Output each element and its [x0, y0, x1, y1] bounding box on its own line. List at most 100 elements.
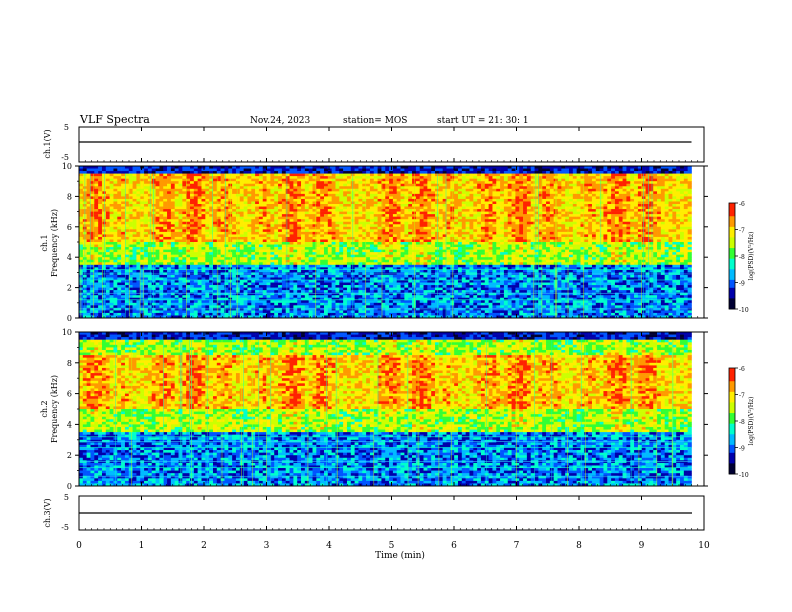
spectrogram-cell — [320, 171, 325, 174]
spectrogram-cell — [266, 252, 271, 255]
spectrogram-cell — [90, 226, 95, 230]
spectrogram-cell — [304, 224, 309, 228]
spectrogram-cell — [385, 216, 390, 220]
spectrogram-cell — [220, 204, 225, 207]
spectrogram-cell — [121, 282, 126, 286]
spectrogram-cell — [121, 181, 126, 185]
spectrogram-cell — [266, 315, 271, 319]
spectrogram-cell — [174, 242, 179, 245]
spectrogram-cell — [247, 269, 252, 273]
spectrogram-cell — [266, 188, 271, 192]
spectrogram-cell — [304, 211, 309, 215]
spectrogram-cell — [163, 300, 168, 304]
spectrogram-cell — [174, 315, 179, 319]
spectrogram-cell — [285, 209, 290, 212]
spectrogram-cell — [201, 280, 206, 283]
spectrogram-cell — [228, 219, 233, 223]
spectrogram-cell — [224, 307, 229, 311]
spectrogram-cell — [392, 239, 398, 243]
spectrogram-cell — [117, 307, 122, 311]
spectrogram-cell — [144, 206, 149, 210]
spectrogram-cell — [278, 297, 283, 301]
spectrogram-cell — [201, 277, 206, 281]
spectrogram-cell — [121, 244, 126, 248]
spectrogram-cell — [297, 226, 302, 230]
spectrogram-cell — [159, 239, 164, 243]
spectrogram-cell — [297, 285, 302, 288]
spectrogram-cell — [132, 249, 137, 253]
spectrogram-cell — [335, 219, 340, 223]
spectrogram-cell — [377, 198, 382, 202]
spectrogram-cell — [235, 310, 241, 314]
spectrogram-cell — [239, 188, 244, 192]
spectrogram-cell — [316, 229, 321, 233]
spectrogram-cell — [308, 242, 313, 245]
spectrogram-cell — [251, 242, 256, 245]
spectrogram-cell — [132, 312, 137, 316]
spectrogram-cell — [212, 249, 218, 253]
spectrogram-cell — [235, 290, 241, 293]
spectrogram-cell — [132, 231, 137, 235]
spectrogram-cell — [346, 214, 352, 217]
spectrogram-cell — [369, 196, 375, 200]
spectrogram-cell — [266, 193, 271, 197]
spectrogram-cell — [346, 307, 352, 311]
spectrogram-cell — [151, 267, 156, 271]
spectrogram-cell — [174, 244, 179, 248]
spectrogram-cell — [392, 310, 398, 314]
spectrogram-cell — [297, 204, 302, 207]
spectrogram-cell — [369, 221, 375, 225]
spectrogram-cell — [140, 257, 145, 261]
spectrogram-cell — [109, 239, 114, 243]
spectrogram-cell — [155, 221, 160, 225]
spectrogram-cell — [369, 257, 375, 261]
spectrogram-cell — [327, 259, 332, 263]
spectrogram-cell — [216, 282, 221, 286]
spectrogram-cell — [224, 201, 229, 205]
spectrogram-cell — [121, 242, 126, 245]
spectrogram-cell — [232, 201, 237, 205]
spectrogram-cell — [304, 264, 309, 268]
spectrogram-cell — [109, 290, 114, 293]
spectrogram-cell — [358, 310, 363, 314]
spectrogram-cell — [343, 206, 348, 210]
spectrogram-cell — [304, 171, 309, 174]
spectrogram-cell — [212, 242, 218, 245]
spectrogram-cell — [274, 173, 279, 177]
spectrogram-cell — [128, 201, 133, 205]
spectrogram-cell — [297, 193, 302, 197]
spectrogram-cell — [266, 211, 271, 215]
spectrogram-cell — [289, 297, 294, 301]
spectrogram-cell — [377, 183, 382, 187]
spectrogram-cell — [358, 292, 363, 296]
spectrogram-cell — [167, 290, 172, 293]
spectrogram-cell — [209, 211, 214, 215]
spectrogram-cell — [324, 249, 329, 253]
spectrogram-cell — [320, 239, 325, 243]
spectrogram-cell — [297, 315, 302, 319]
spectrogram-cell — [159, 236, 164, 240]
spectrogram-cell — [209, 287, 214, 291]
spectrogram-cell — [232, 277, 237, 281]
spectrogram-cell — [224, 244, 229, 248]
spectrogram-cell — [90, 168, 95, 172]
spectrogram-cell — [373, 234, 378, 238]
spectrogram-cell — [389, 285, 394, 288]
spectrogram-cell — [224, 274, 229, 278]
spectrogram-cell — [369, 305, 375, 309]
spectrogram-cell — [308, 211, 313, 215]
spectrogram-cell — [392, 282, 398, 286]
spectrogram-cell — [293, 290, 298, 293]
spectrogram-cell — [392, 312, 398, 316]
spectrogram-cell — [251, 188, 256, 192]
spectrogram-cell — [159, 188, 164, 192]
spectrogram-cell — [285, 188, 290, 192]
spectrogram-cell — [190, 204, 195, 207]
spectrogram-cell — [281, 295, 287, 299]
spectrogram-cell — [373, 244, 378, 248]
spectrogram-cell — [324, 201, 329, 205]
spectrogram-cell — [308, 188, 313, 192]
spectrogram-cell — [94, 307, 99, 311]
spectrogram-cell — [293, 224, 298, 228]
spectrogram-cell — [362, 209, 367, 212]
